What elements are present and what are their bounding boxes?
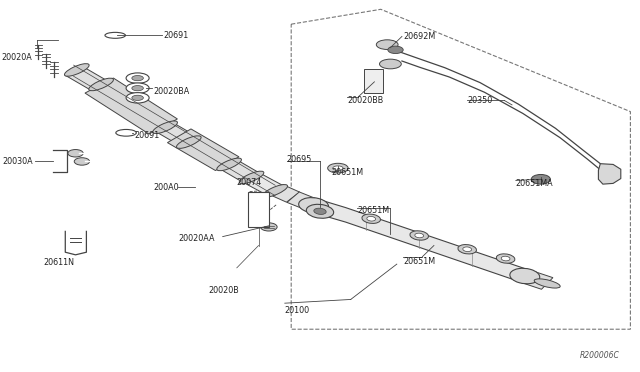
Text: 20695: 20695 [287, 155, 312, 164]
Ellipse shape [410, 231, 429, 240]
Ellipse shape [260, 223, 277, 231]
Text: R200006C: R200006C [580, 351, 620, 360]
Text: 20020BB: 20020BB [347, 96, 383, 105]
Ellipse shape [534, 279, 560, 288]
Ellipse shape [362, 214, 381, 224]
Ellipse shape [314, 208, 326, 214]
Polygon shape [168, 129, 239, 170]
Ellipse shape [177, 136, 201, 148]
Text: 20691: 20691 [134, 131, 159, 140]
Ellipse shape [132, 95, 143, 100]
Ellipse shape [333, 166, 343, 170]
Ellipse shape [74, 158, 90, 165]
Ellipse shape [153, 121, 177, 134]
Ellipse shape [510, 268, 540, 284]
Ellipse shape [307, 204, 333, 218]
Ellipse shape [68, 150, 83, 157]
Ellipse shape [376, 40, 398, 49]
Ellipse shape [263, 185, 287, 197]
Ellipse shape [217, 158, 241, 171]
Ellipse shape [105, 32, 125, 38]
Ellipse shape [496, 254, 515, 263]
Text: 20350: 20350 [467, 96, 492, 105]
Polygon shape [85, 78, 177, 134]
Text: 20074: 20074 [237, 178, 262, 187]
Ellipse shape [126, 83, 149, 93]
Polygon shape [91, 81, 133, 105]
Ellipse shape [126, 73, 149, 83]
Ellipse shape [388, 46, 403, 54]
Text: 20030A: 20030A [2, 157, 33, 166]
Text: 20020B: 20020B [208, 286, 239, 295]
Text: 20691: 20691 [163, 31, 188, 40]
Ellipse shape [116, 129, 136, 136]
Ellipse shape [132, 76, 143, 81]
Ellipse shape [380, 59, 401, 69]
Polygon shape [219, 159, 258, 182]
Text: 20611N: 20611N [44, 258, 74, 267]
Ellipse shape [328, 163, 348, 173]
Ellipse shape [531, 174, 550, 184]
Ellipse shape [132, 86, 143, 91]
Ellipse shape [65, 64, 89, 76]
Bar [248, 192, 269, 227]
Ellipse shape [415, 233, 424, 238]
Text: 20651M: 20651M [357, 206, 389, 215]
Text: 20651M: 20651M [332, 169, 364, 177]
Polygon shape [598, 164, 621, 184]
Ellipse shape [239, 171, 264, 184]
Polygon shape [519, 270, 553, 289]
Ellipse shape [299, 198, 328, 213]
Polygon shape [155, 122, 197, 146]
Polygon shape [242, 172, 283, 195]
Text: 20692M: 20692M [403, 32, 435, 41]
Polygon shape [270, 185, 300, 202]
Text: 20020BA: 20020BA [154, 87, 190, 96]
Ellipse shape [301, 202, 329, 211]
Ellipse shape [367, 217, 376, 221]
Bar [364, 69, 383, 93]
Ellipse shape [463, 247, 472, 251]
Text: 20020AA: 20020AA [178, 234, 214, 243]
Ellipse shape [501, 256, 510, 261]
Ellipse shape [458, 244, 477, 254]
Ellipse shape [126, 93, 149, 103]
Polygon shape [314, 198, 525, 283]
Text: 20020A: 20020A [1, 53, 32, 62]
Polygon shape [287, 192, 320, 211]
Text: 20100: 20100 [285, 306, 310, 315]
Text: 20651MA: 20651MA [516, 179, 554, 187]
Text: 200A0: 200A0 [154, 183, 179, 192]
Ellipse shape [89, 78, 113, 91]
Text: 20651M: 20651M [403, 257, 435, 266]
Polygon shape [65, 66, 108, 90]
